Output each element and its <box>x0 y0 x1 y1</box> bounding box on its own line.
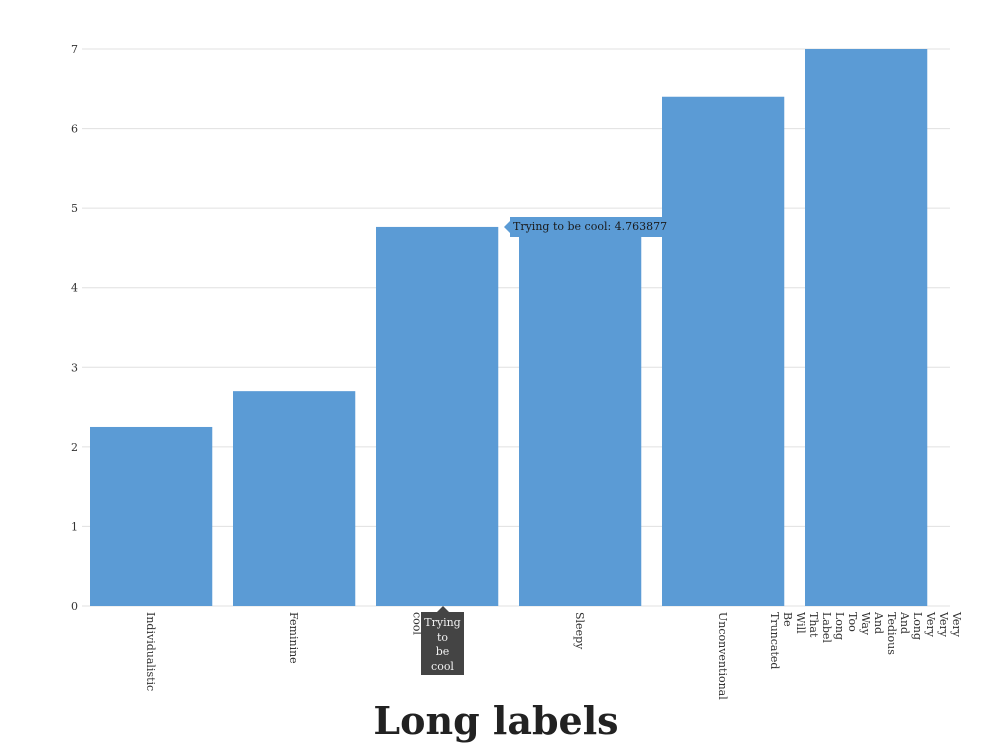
x-tick-label-word: Feminine <box>287 612 300 664</box>
label-tooltip: Trying to be cool <box>421 612 464 675</box>
bar[interactable] <box>519 217 642 607</box>
value-tooltip: Trying to be cool: 4.763877 <box>510 217 670 237</box>
x-tick-label-word: Be <box>781 612 794 627</box>
x-tick-label-word: Unconventional <box>716 612 729 700</box>
x-tick-label-word: Very <box>950 611 963 638</box>
x-tick-label: Unconventional <box>716 612 729 700</box>
bar[interactable] <box>90 426 213 606</box>
x-tick-label-word: That <box>807 612 820 638</box>
label-tooltip-arrow <box>437 606 449 612</box>
x-tick-label-word: Very <box>937 611 950 638</box>
chart-title: Long labels <box>373 698 619 743</box>
y-tick-label: 0 <box>71 600 78 613</box>
y-tick-label: 5 <box>71 202 78 215</box>
y-tick-label: 1 <box>71 520 78 533</box>
bars <box>90 49 928 607</box>
x-tick-label-word: Label <box>820 612 833 643</box>
x-tick-label-word: Way <box>859 612 872 636</box>
label-tooltip-word: to <box>436 630 449 644</box>
x-tick-label-word: Long <box>911 612 924 640</box>
x-tick-label-word: Will <box>794 612 807 634</box>
y-tick-label: 7 <box>71 43 78 56</box>
x-tick-label-word: Very <box>924 611 937 638</box>
x-tick-label-word: Tedious <box>885 612 898 655</box>
x-tick-label-word: Long <box>833 612 846 640</box>
x-tick-label-word: Individualistic <box>144 612 157 691</box>
grid-lines <box>82 48 950 607</box>
x-tick-label: Feminine <box>287 612 300 664</box>
label-tooltip-word: cool <box>431 659 454 673</box>
x-tick-label-word: Truncated <box>768 612 781 669</box>
label-tooltip-word: Trying <box>424 616 461 629</box>
x-tick-label-word: And <box>898 611 911 634</box>
tooltip-arrow <box>504 221 510 233</box>
bar[interactable] <box>805 49 928 606</box>
x-tick-label: Individualistic <box>144 612 157 691</box>
x-tick-label-word: Sleepy <box>573 612 586 650</box>
x-tick-label-word: And <box>872 611 885 634</box>
y-tick-label: 3 <box>71 361 78 374</box>
y-tick-label: 6 <box>71 123 78 136</box>
y-tick-label: 4 <box>71 282 78 295</box>
x-tick-label: VeryVeryVeryLongAndTediousAndWayTooLongL… <box>768 611 963 669</box>
y-axis-ticks: 0 1 2 3 4 5 6 7 <box>71 43 78 613</box>
bar[interactable] <box>662 96 785 606</box>
y-tick-label: 2 <box>71 441 78 454</box>
x-tick-label-word: cool <box>411 612 424 635</box>
x-tick-label-word: Too <box>846 612 859 632</box>
x-tick-label: Sleepy <box>573 612 586 650</box>
bar[interactable] <box>376 226 499 606</box>
label-tooltip-word: be <box>435 645 450 658</box>
bar[interactable] <box>233 391 356 606</box>
